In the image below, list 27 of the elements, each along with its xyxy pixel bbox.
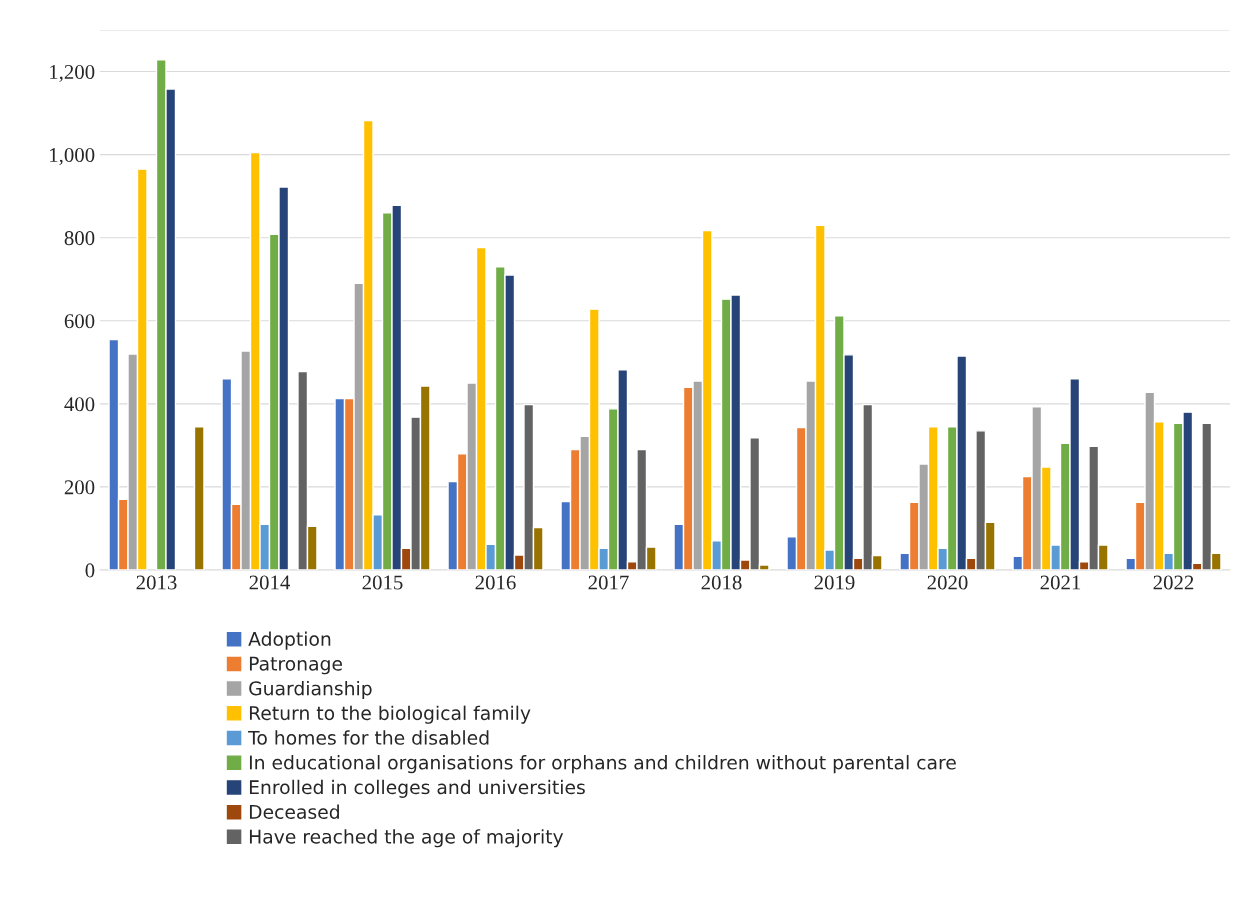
y-tick-label: 1,200 — [50, 64, 95, 82]
x-tick-label: 2020 — [927, 575, 968, 590]
legend-label: Guardianship — [249, 680, 372, 700]
legend-label: Enrolled in colleges and universities — [249, 779, 585, 798]
x-tick-label: 2014 — [249, 575, 291, 590]
legend-label: Patronage — [249, 656, 342, 675]
y-tick-label: 800 — [64, 231, 95, 246]
legend-label: To homes for the disabled — [248, 730, 489, 745]
x-tick-label: 2019 — [814, 575, 855, 590]
x-tick-label: 2013 — [136, 575, 177, 590]
legend-label: Return to the biological family — [249, 705, 531, 724]
legend-label: In educational organisations for orphans and children without parental care — [249, 755, 956, 774]
y-tick-label: 400 — [64, 397, 95, 412]
bar — [193, 425, 205, 570]
y-tick-label: 0 — [85, 563, 95, 578]
x-tick-label: 2015 — [362, 575, 403, 590]
legend-label: Deceased — [249, 804, 339, 819]
x-tick-label: 2022 — [1153, 575, 1194, 590]
y-tick-label: 600 — [64, 314, 95, 329]
x-tick-label: 2017 — [588, 575, 629, 590]
legend-label: Have reached the age of majority — [249, 829, 564, 848]
x-tick-label: 2021 — [1040, 575, 1081, 590]
x-tick-label: 2018 — [701, 575, 742, 590]
x-tick-label: 2016 — [475, 575, 516, 590]
legend-label: Adoption — [248, 631, 331, 650]
y-tick-label: 1,000 — [50, 147, 95, 166]
y-tick-label: 200 — [64, 480, 95, 495]
